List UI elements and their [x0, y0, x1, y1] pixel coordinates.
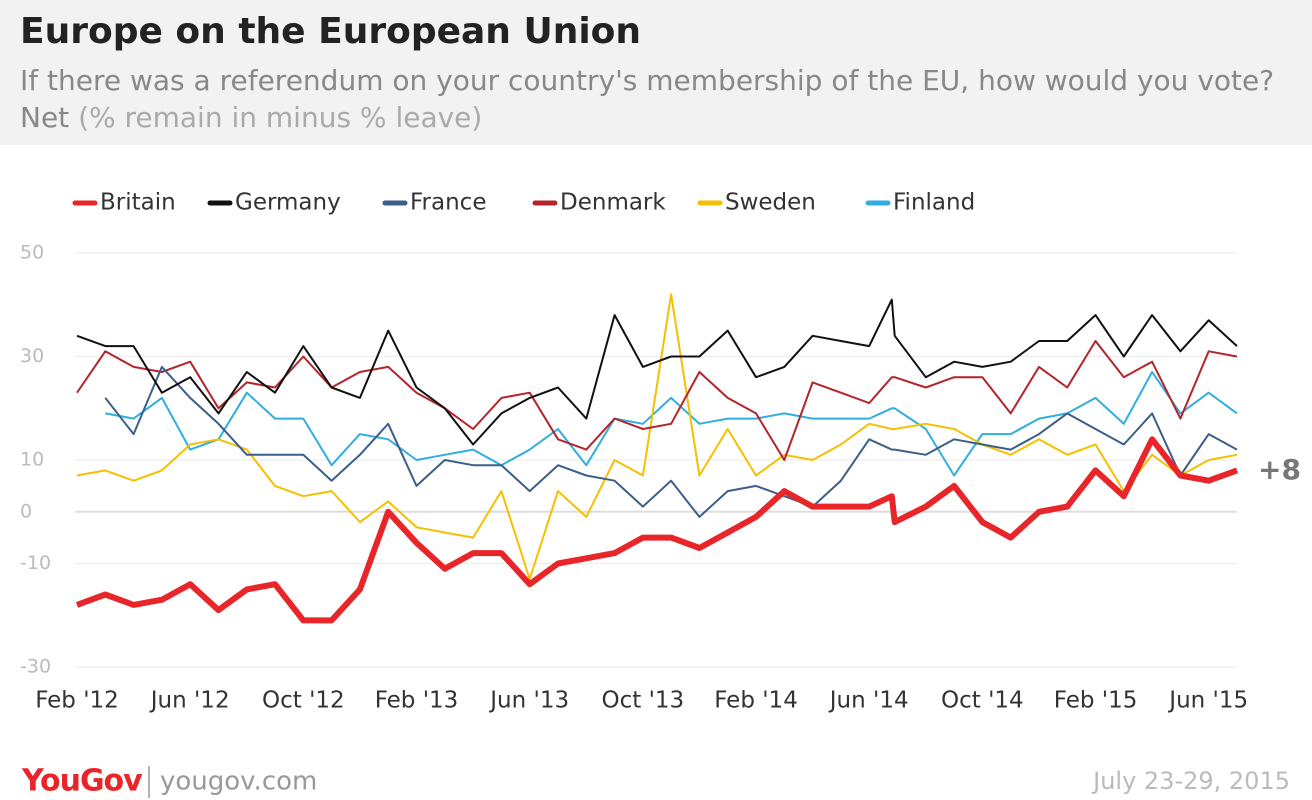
x-tick-label: Feb '13: [375, 688, 459, 714]
y-tick-label: 0: [20, 500, 32, 522]
x-tick-label: Feb '12: [35, 688, 119, 714]
subtitle-net: Net: [20, 101, 69, 134]
grid: 50 30 10 0 -10 -30 Feb '12 Jun '12 Oct '12 Feb '1…: [20, 242, 1248, 714]
x-tick-label: Oct '14: [941, 688, 1024, 714]
x-tick-label: Jun '13: [488, 688, 569, 714]
subtitle-line: Net (% remain in minus % leave): [20, 101, 482, 134]
y-tick-label: 50: [20, 242, 44, 264]
x-tick-label: Feb '15: [1054, 688, 1138, 714]
website: yougov.com: [160, 767, 317, 797]
legend-label: Sweden: [725, 190, 816, 216]
series-line: [105, 371, 1238, 477]
x-tick-label: Jun '14: [828, 688, 909, 714]
legend-label: Britain: [100, 190, 176, 216]
date: July 23-29, 2015: [1091, 767, 1290, 795]
chart-subtitle: If there was a referendum on your countr…: [20, 64, 1274, 97]
header-background: [0, 0, 1312, 145]
annotation: +8: [1258, 453, 1301, 486]
series-line: [76, 298, 1238, 446]
legend-label: France: [410, 190, 486, 216]
y-tick-label: -10: [20, 552, 51, 574]
legend-label: Denmark: [560, 190, 666, 216]
series-line: [75, 436, 1239, 624]
legend-label: Finland: [893, 190, 975, 216]
x-tick-label: Jun '15: [1167, 688, 1248, 714]
x-tick-label: Jun '12: [149, 688, 230, 714]
legend-label: Germany: [235, 190, 341, 216]
series-line: [104, 365, 1238, 518]
chart-title: Europe on the European Union: [20, 11, 641, 52]
y-tick-label: 30: [20, 345, 44, 367]
subtitle-note: (% remain in minus % leave): [78, 101, 482, 134]
x-tick-label: Feb '14: [714, 688, 798, 714]
x-tick-label: Oct '12: [262, 688, 345, 714]
series-line: [76, 293, 1238, 580]
plot: [75, 293, 1239, 624]
y-tick-label: 10: [20, 449, 44, 471]
series-line: [76, 340, 1238, 461]
brand: YouGov: [21, 764, 143, 799]
x-tick-label: Oct '13: [602, 688, 685, 714]
y-tick-label: -30: [20, 656, 51, 678]
